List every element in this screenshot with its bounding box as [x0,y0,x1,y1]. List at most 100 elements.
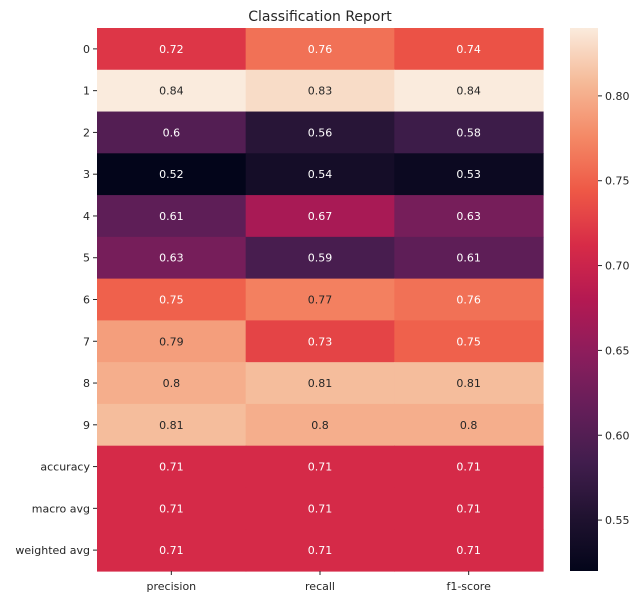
heatmap-cell [245,69,395,113]
heatmap-cell [394,403,544,447]
cell-value-label: 0.71 [159,461,184,474]
cell-value-label: 0.61 [456,252,481,265]
cell-value-label: 0.71 [308,502,333,515]
row-tick-label: 6 [83,294,90,307]
row-tick-label: 1 [83,85,90,98]
cell-value-label: 0.52 [159,168,184,181]
colorbar-tick-label: 0.80 [605,90,630,103]
cell-value-label: 0.56 [308,126,333,139]
cell-value-label: 0.81 [456,377,481,390]
cell-value-label: 0.79 [159,335,184,348]
row-tick-label: macro avg [32,502,90,515]
row-tick-label: 0 [83,43,90,56]
row-tick-label: 9 [83,419,90,432]
heatmap-cell [394,529,544,572]
row-tick-label: 5 [83,252,90,265]
colorbar-tick-label: 0.65 [605,344,630,357]
row-tick-label: 4 [83,210,90,223]
cell-value-label: 0.71 [308,544,333,557]
cell-value-label: 0.71 [308,461,333,474]
cell-value-label: 0.67 [308,210,333,223]
heatmap-cells: 0.72 0.76 0.74 0.84 0.83 0.84 0.6 0.56 0.58 0.52 0… [97,28,544,572]
heatmap-cell [245,111,395,154]
heatmap-cell [97,529,247,572]
heatmap-cell [245,28,395,71]
column-tick-label: f1-score [446,580,491,593]
cell-value-label: 0.53 [456,168,481,181]
cell-value-label: 0.8 [163,377,181,390]
heatmap-cell [394,278,544,321]
cell-value-label: 0.6 [163,126,181,139]
column-tick-label: precision [147,580,197,593]
heatmap-cell [245,362,395,405]
heatmap-cell [394,236,544,280]
row-tick-label: 2 [83,126,90,139]
cell-value-label: 0.8 [311,419,329,432]
heatmap-cell [245,403,395,447]
heatmap-cell [245,487,395,530]
row-tick-label: weighted avg [15,544,90,557]
cell-value-label: 0.74 [456,43,481,56]
heatmap-cell [97,278,247,321]
heatmap-cell [245,195,395,238]
heatmap-cell [97,403,247,447]
cell-value-label: 0.83 [308,85,333,98]
cell-value-label: 0.71 [456,502,481,515]
colorbar [570,28,598,571]
heatmap-cell [394,69,544,113]
colorbar-tick-label: 0.55 [605,514,630,527]
heatmap-cell [245,529,395,572]
colorbar-tick-label: 0.70 [605,260,630,273]
column-tick-label: recall [305,580,335,593]
heatmap-cell [97,362,247,405]
colorbar-tick-label: 0.75 [605,175,630,188]
cell-value-label: 0.77 [308,294,333,307]
cell-value-label: 0.72 [159,43,184,56]
heatmap-cell [97,487,247,530]
heatmap-cell [97,320,247,363]
heatmap-cell [97,111,247,154]
cell-value-label: 0.84 [159,85,184,98]
cell-value-label: 0.71 [159,544,184,557]
row-tick-label: accuracy [40,461,90,474]
cell-value-label: 0.81 [159,419,184,432]
heatmap-cell [394,195,544,238]
heatmap-cell [97,236,247,280]
colorbar-tick-label: 0.60 [605,429,630,442]
heatmap-cell [394,445,544,489]
heatmap-cell [245,153,395,196]
row-tick-label: 3 [83,168,90,181]
heatmap-cell [245,445,395,489]
cell-value-label: 0.61 [159,210,184,223]
cell-value-label: 0.76 [456,294,481,307]
cell-value-label: 0.71 [456,544,481,557]
colorbar-ticks: 0.55 0.60 0.65 0.70 0.75 0.80 [598,90,630,527]
cell-value-label: 0.59 [308,252,333,265]
cell-value-label: 0.54 [308,168,333,181]
cell-value-label: 0.71 [456,461,481,474]
cell-value-label: 0.75 [159,294,184,307]
cell-value-label: 0.84 [456,85,481,98]
heatmap-cell [97,69,247,113]
heatmap-cell [394,362,544,405]
heatmap-cell [97,153,247,196]
heatmap-cell [97,445,247,489]
heatmap-cell [245,278,395,321]
cell-value-label: 0.63 [159,252,184,265]
cell-value-label: 0.8 [460,419,478,432]
cell-value-label: 0.73 [308,335,333,348]
heatmap-cell [245,236,395,280]
column-tick-labels: precision recall f1-score [147,571,491,593]
heatmap-cell [97,195,247,238]
cell-value-label: 0.63 [456,210,481,223]
row-tick-labels: 0 1 2 3 4 5 6 7 8 9 accuracy macro avg weighted avg [15,43,97,557]
row-tick-label: 7 [83,335,90,348]
heatmap-cell [394,153,544,196]
cell-value-label: 0.58 [456,126,481,139]
cell-value-label: 0.75 [456,335,481,348]
heatmap-cell [394,487,544,530]
heatmap-cell [394,28,544,71]
heatmap-cell [245,320,395,363]
row-tick-label: 8 [83,377,90,390]
